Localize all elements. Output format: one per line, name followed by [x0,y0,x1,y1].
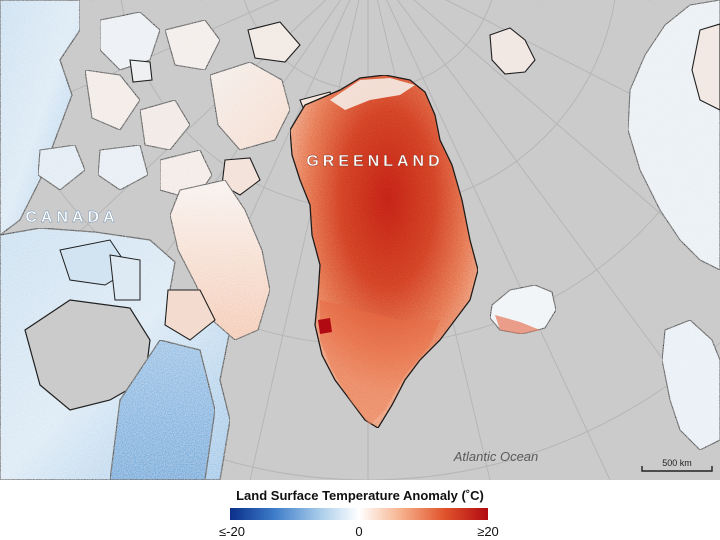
scandinavia-landmass [627,0,720,451]
svalbard-landmass [489,27,536,75]
scale-bar-label: 500 km [662,458,692,468]
greenland-landmass [289,74,479,429]
legend-color-bar [230,508,488,520]
canada-label: CANADA [25,209,118,226]
legend-max-label: ≥20 [477,524,499,539]
legend-mid-label: 0 [355,524,363,539]
temperature-anomaly-map: GREENLAND CANADA Atlantic Ocean 500 km [0,0,720,480]
atlantic-ocean-label: Atlantic Ocean [453,449,539,464]
canada-landmass [0,0,231,480]
greenland-label: GREENLAND [306,153,443,170]
legend-title: Land Surface Temperature Anomaly (˚C) [236,488,484,503]
legend-min-label: ≤-20 [219,524,245,539]
arctic-archipelago [37,11,337,341]
scale-bar: 500 km [641,458,713,472]
iceland-warm-edge [495,315,540,334]
